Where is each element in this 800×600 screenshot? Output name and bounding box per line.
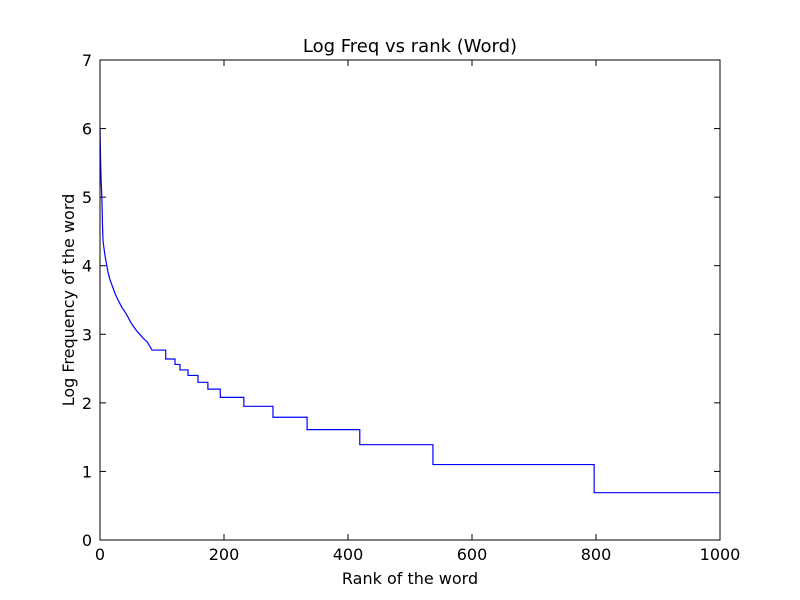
x-axis-label: Rank of the word bbox=[342, 569, 478, 588]
x-tick-label: 800 bbox=[581, 545, 612, 564]
y-tick-label: 4 bbox=[82, 257, 92, 276]
x-tick-label: 400 bbox=[333, 545, 364, 564]
x-tick-label: 200 bbox=[209, 545, 240, 564]
y-tick-label: 5 bbox=[82, 188, 92, 207]
data-line bbox=[99, 128, 720, 494]
y-axis-label: Log Frequency of the word bbox=[59, 194, 78, 407]
y-tick-label: 1 bbox=[82, 462, 92, 481]
y-tick-label: 3 bbox=[82, 325, 92, 344]
y-tick-label: 6 bbox=[82, 120, 92, 139]
plot-frame bbox=[99, 59, 721, 541]
y-tick-label: 0 bbox=[82, 531, 92, 550]
x-tick-label: 1000 bbox=[700, 545, 741, 564]
y-tick-label: 7 bbox=[82, 51, 92, 70]
chart-title: Log Freq vs rank (Word) bbox=[303, 36, 517, 57]
y-tick-label: 2 bbox=[82, 394, 92, 413]
x-tick-label: 600 bbox=[457, 545, 488, 564]
x-tick-label: 0 bbox=[95, 545, 105, 564]
